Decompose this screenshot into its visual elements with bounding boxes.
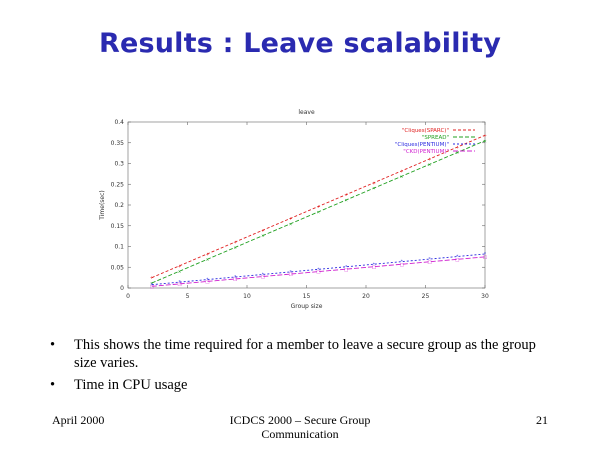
- bullet-item: • Time in CPU usage: [50, 376, 560, 394]
- series-point: *: [373, 262, 376, 268]
- plot-frame: [127, 121, 486, 289]
- series-point: □: [483, 255, 487, 260]
- legend-label: "CKD(PENTIUM)": [403, 149, 449, 155]
- y-tick-label: 0.05: [111, 264, 125, 271]
- series-point: +: [400, 168, 404, 174]
- series-point: □: [400, 263, 404, 268]
- slide-title: Results : Leave scalability: [98, 28, 502, 59]
- series-point: ×: [344, 198, 348, 204]
- series-point: □: [233, 278, 237, 283]
- series-point: ×: [261, 233, 265, 239]
- bullet-dot: •: [50, 337, 56, 353]
- legend-label: "Cliques(PENTIUM)": [395, 142, 449, 148]
- bullet-dot: •: [50, 377, 56, 393]
- series-point: ×: [483, 138, 487, 144]
- series-point: +: [372, 180, 376, 186]
- x-tick-label: 30: [481, 293, 489, 300]
- legend-label: "Cliques(SPARC)": [402, 128, 449, 134]
- x-axis-label: Group size: [291, 303, 323, 310]
- series-layer: +++++++++++++×××××××××××××*************□…: [150, 133, 487, 290]
- series-point: ×: [400, 174, 404, 180]
- y-tick-label: 0.35: [111, 140, 125, 147]
- bullet-text: This shows the time required for a membe…: [74, 337, 536, 371]
- series-point: *: [484, 252, 487, 258]
- legend: "Cliques(SPARC)""SPREAD""Cliques(PENTIUM…: [395, 128, 475, 155]
- y-tick-label: 0.1: [114, 244, 124, 251]
- x-tick-label: 25: [422, 293, 430, 300]
- y-axis-label: Time(sec): [99, 190, 106, 220]
- series-point: ×: [455, 150, 459, 156]
- series-point: *: [234, 275, 237, 281]
- series-point: +: [233, 240, 237, 246]
- y-tick-label: 0.15: [111, 223, 125, 230]
- axis-ticks: 0 5 10 15 20 25 30 0 0.05 0.1 0.15 0.2 0.25 0.3 0.35 0.…: [111, 119, 489, 300]
- y-tick-label: 0.25: [111, 181, 125, 188]
- x-tick-label: 5: [186, 293, 190, 300]
- chart-title: leave: [298, 109, 315, 116]
- footer-date: April 2000: [52, 413, 105, 427]
- legend-label: "SPREAD": [422, 135, 449, 141]
- series-point: *: [317, 267, 320, 273]
- footer-conference: ICDCS 2000 – Secure Group Communication: [229, 413, 371, 441]
- series-point: +: [178, 263, 182, 269]
- series-point: ×: [317, 209, 321, 215]
- bullet-text: Time in CPU usage: [74, 377, 188, 393]
- series-point: *: [206, 277, 209, 283]
- series-point: ×: [150, 281, 154, 287]
- series-point: ×: [233, 245, 237, 251]
- y-tick-label: 0.3: [114, 161, 124, 168]
- series-point: *: [345, 264, 348, 270]
- series-point: *: [262, 272, 265, 278]
- series-point: +: [317, 204, 321, 210]
- x-tick-label: 10: [243, 293, 251, 300]
- series-point: +: [483, 133, 487, 139]
- series-line: [151, 140, 486, 284]
- series-point: ×: [205, 257, 209, 263]
- y-tick-label: 0.4: [114, 119, 124, 126]
- footer-page-number: 21: [536, 413, 548, 427]
- series-point: *: [290, 269, 293, 275]
- x-tick-label: 0: [126, 293, 130, 300]
- leave-scalability-chart: leave 0 5 10 15 20 25 30 0 0.05 0.1 0.15 0.2 0.25 0.3…: [90, 100, 500, 315]
- series-point: □: [316, 270, 320, 275]
- series-point: +: [150, 275, 154, 281]
- series-point: □: [177, 282, 181, 287]
- series-point: □: [205, 280, 209, 285]
- series-point: *: [178, 280, 181, 286]
- series-point: +: [428, 157, 432, 163]
- series-point: □: [455, 258, 459, 263]
- y-tick-label: 0.2: [114, 202, 124, 209]
- series-point: ×: [289, 221, 293, 227]
- series-point: *: [401, 259, 404, 265]
- x-tick-label: 15: [303, 293, 311, 300]
- chart-svg: leave 0 5 10 15 20 25 30 0 0.05 0.1 0.15 0.2 0.25 0.3…: [99, 109, 489, 310]
- series-point: +: [289, 216, 293, 222]
- series-point: ×: [178, 269, 182, 275]
- series-point: □: [261, 275, 265, 280]
- series-point: +: [261, 228, 265, 234]
- series-point: □: [150, 285, 154, 290]
- y-tick-label: 0: [120, 285, 124, 292]
- bullet-list: • This shows the time required for a mem…: [50, 336, 560, 398]
- x-tick-label: 20: [362, 293, 370, 300]
- series-point: □: [427, 260, 431, 265]
- series-line: [151, 134, 486, 279]
- series-point: *: [428, 257, 431, 263]
- series-point: □: [344, 268, 348, 273]
- bullet-item: • This shows the time required for a mem…: [50, 336, 560, 372]
- series-point: *: [456, 254, 459, 260]
- series-point: ×: [372, 186, 376, 192]
- series-point: *: [151, 282, 154, 288]
- series-point: +: [205, 252, 209, 258]
- series-point: +: [455, 145, 459, 151]
- series-point: +: [344, 192, 348, 198]
- series-point: □: [372, 265, 376, 270]
- series-point: □: [289, 273, 293, 278]
- series-point: ×: [428, 162, 432, 168]
